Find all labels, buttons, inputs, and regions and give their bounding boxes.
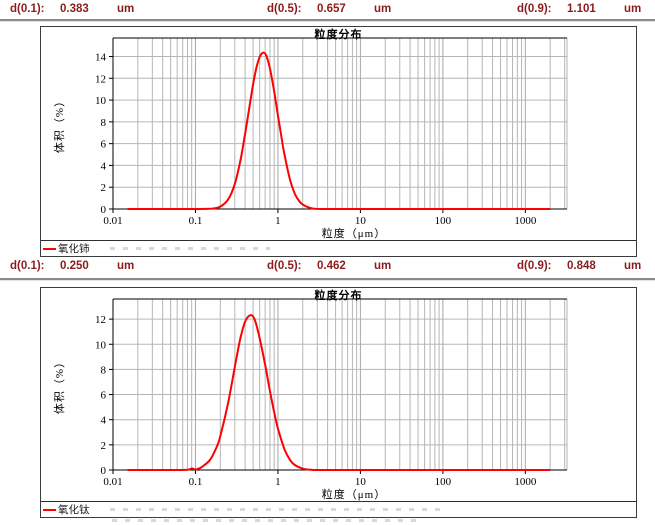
svg-text:10: 10 xyxy=(95,95,107,107)
d50-label: d(0.5): xyxy=(267,260,302,272)
d90-stat: d(0.9): 1.101 um xyxy=(517,3,641,15)
legend-line-marker xyxy=(43,508,56,511)
svg-text:1: 1 xyxy=(275,476,281,488)
distribution-curve xyxy=(127,314,551,471)
d90-value: 0.848 xyxy=(567,260,596,272)
d10-unit: um xyxy=(117,260,135,272)
svg-text:0: 0 xyxy=(101,465,107,477)
svg-text:2: 2 xyxy=(101,182,107,194)
svg-text:12: 12 xyxy=(95,73,106,85)
d50-stat: d(0.5): 0.657 um xyxy=(267,3,391,15)
d50-value: 0.657 xyxy=(317,3,346,15)
svg-text:0.01: 0.01 xyxy=(103,215,122,227)
svg-text:10: 10 xyxy=(355,476,367,488)
svg-text:6: 6 xyxy=(101,139,107,151)
d50-stat: d(0.5): 0.462 um xyxy=(267,260,391,272)
svg-text:100: 100 xyxy=(435,215,452,227)
legend-divider xyxy=(41,501,636,502)
y-axis-label: 体积（%） xyxy=(54,94,66,154)
d90-label: d(0.9): xyxy=(517,3,552,15)
d90-unit: um xyxy=(624,260,642,272)
legend-line-marker xyxy=(43,247,56,250)
svg-text:8: 8 xyxy=(101,364,107,376)
d90-label: d(0.9): xyxy=(517,260,552,272)
svg-text:8: 8 xyxy=(101,117,107,129)
header-divider-rule xyxy=(0,278,655,281)
illegible-ghost-marks xyxy=(109,247,270,250)
d50-label: d(0.5): xyxy=(267,3,302,15)
legend: 氧化钛 xyxy=(43,503,440,516)
svg-text:1: 1 xyxy=(275,215,281,227)
d10-label: d(0.1): xyxy=(10,3,45,15)
stats-row-2: d(0.1): 0.250 um d(0.5): 0.462 um d(0.9)… xyxy=(0,260,655,275)
svg-text:1000: 1000 xyxy=(514,215,537,227)
svg-text:2: 2 xyxy=(101,440,107,452)
chart-title: 粒度分布 xyxy=(314,290,363,302)
svg-text:1000: 1000 xyxy=(514,476,537,488)
svg-text:10: 10 xyxy=(95,339,107,351)
svg-text:4: 4 xyxy=(101,160,107,172)
legend-series-name: 氧化钛 xyxy=(58,505,90,516)
svg-text:10: 10 xyxy=(355,215,367,227)
svg-text:4: 4 xyxy=(101,415,107,427)
axes xyxy=(109,298,567,474)
d90-value: 1.101 xyxy=(567,3,596,15)
psd-chart-cerium-oxide: 0 2 4 6 8 10 12 14 0.01 0.1 1 10 100 1000 粒度分布 体积（%） … xyxy=(40,26,637,257)
d50-unit: um xyxy=(374,260,392,272)
illegible-ghost-marks xyxy=(112,519,422,522)
d10-stat: d(0.1): 0.383 um xyxy=(10,3,134,15)
distribution-curve xyxy=(127,51,551,211)
grid-lines xyxy=(113,38,568,209)
legend: 氧化铈 xyxy=(43,242,270,255)
svg-text:100: 100 xyxy=(435,476,452,488)
y-axis-label: 体积（%） xyxy=(54,355,66,415)
grid-lines xyxy=(113,299,568,470)
d10-stat: d(0.1): 0.250 um xyxy=(10,260,134,272)
d10-unit: um xyxy=(117,3,135,15)
d10-label: d(0.1): xyxy=(10,260,45,272)
header-divider-rule xyxy=(0,19,655,22)
tick-labels: 0 2 4 6 8 10 12 14 0.01 0.1 1 10 100 1000 xyxy=(95,52,537,227)
d90-stat: d(0.9): 0.848 um xyxy=(517,260,641,272)
illegible-ghost-marks xyxy=(109,508,440,511)
svg-text:0: 0 xyxy=(101,204,107,216)
tick-labels: 0 2 4 6 8 10 12 0.01 0.1 1 10 100 1000 xyxy=(95,314,537,488)
svg-text:14: 14 xyxy=(95,52,107,64)
d10-value: 0.383 xyxy=(60,3,89,15)
d90-unit: um xyxy=(624,3,642,15)
plot-area: 0 2 4 6 8 10 12 14 0.01 0.1 1 10 100 1000 xyxy=(95,37,568,227)
stats-row-1: d(0.1): 0.383 um d(0.5): 0.657 um d(0.9)… xyxy=(0,3,655,18)
psd-chart-titanium-oxide: 0 2 4 6 8 10 12 0.01 0.1 1 10 100 1000 粒度分布 体积（%） 粒度… xyxy=(40,287,637,518)
legend-divider xyxy=(41,240,636,241)
svg-text:0.1: 0.1 xyxy=(189,215,203,227)
svg-text:12: 12 xyxy=(95,314,106,326)
svg-text:0.1: 0.1 xyxy=(189,476,203,488)
x-axis-label: 粒度（μm） xyxy=(321,489,387,501)
chart-title: 粒度分布 xyxy=(314,29,363,41)
svg-text:6: 6 xyxy=(101,390,107,402)
d50-unit: um xyxy=(374,3,392,15)
legend-series-name: 氧化铈 xyxy=(58,244,90,255)
svg-text:0.01: 0.01 xyxy=(103,476,122,488)
d10-value: 0.250 xyxy=(60,260,89,272)
x-axis-label: 粒度（μm） xyxy=(321,228,387,240)
plot-area: 0 2 4 6 8 10 12 0.01 0.1 1 10 100 1000 xyxy=(95,298,568,488)
d50-value: 0.462 xyxy=(317,260,346,272)
